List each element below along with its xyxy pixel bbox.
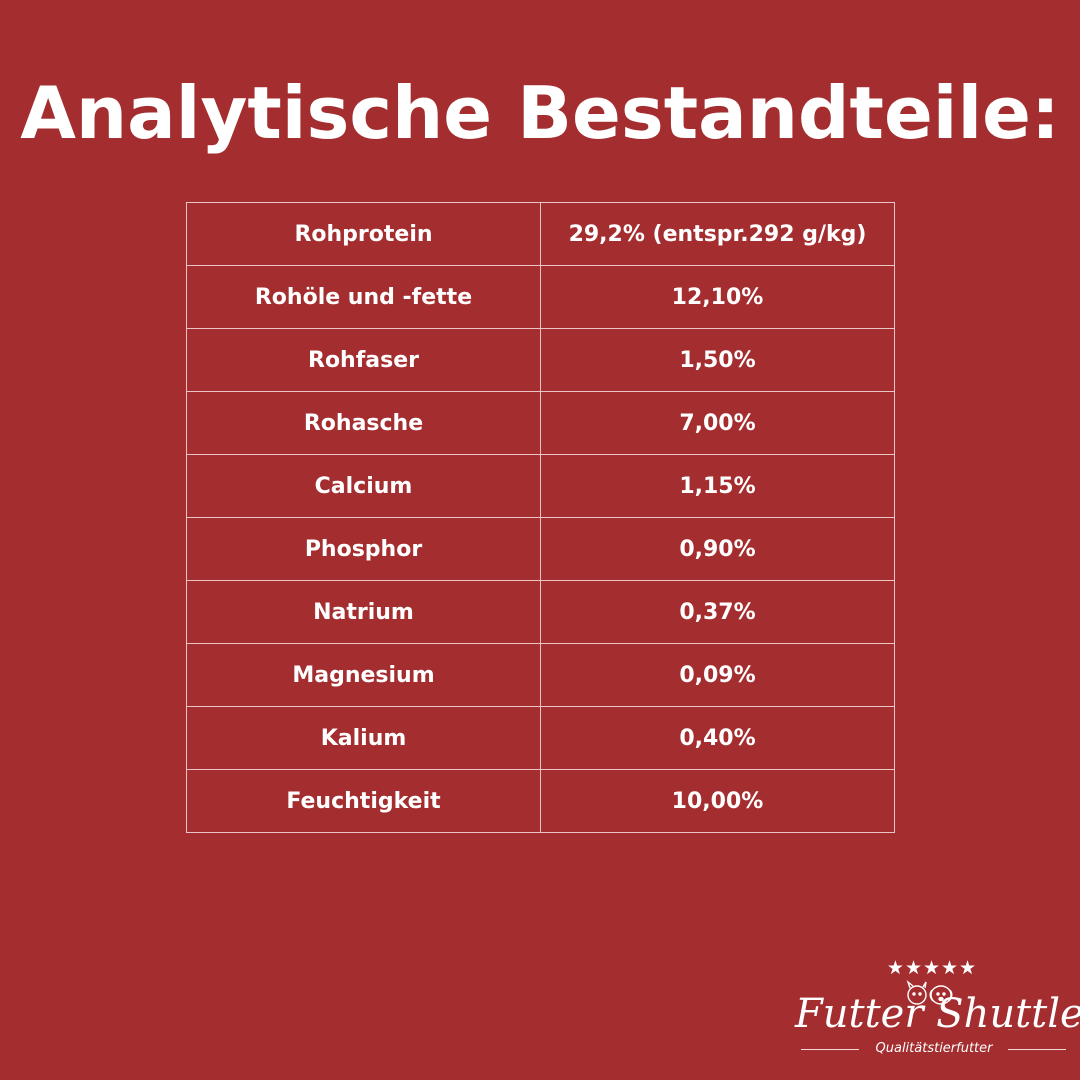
nutrient-name: Calcium [186,454,541,518]
table-row: Feuchtigkeit 10,00% [186,769,895,833]
table-row: Natrium 0,37% [186,580,895,644]
brand-tagline: Qualitätstierfutter [875,1041,993,1056]
rating-stars-icon: ★★★★★ [886,957,978,979]
nutrient-name: Rohasche [186,391,541,455]
nutrient-name: Rohfaser [186,328,541,392]
nutrient-value: 1,15% [540,454,895,518]
table-row: Rohasche 7,00% [186,391,895,455]
divider [801,1049,859,1050]
table-row: Magnesium 0,09% [186,643,895,707]
table-row: Rohöle und -fette 12,10% [186,265,895,329]
nutrient-name: Rohprotein [186,202,541,266]
pet-mascot-icon [906,979,953,1005]
table-row: Rohprotein 29,2% (entspr.292 g/kg) [186,202,895,266]
table-row: Rohfaser 1,50% [186,328,895,392]
nutrient-value: 0,09% [540,643,895,707]
page-title: Analytische Bestandteile: [20,71,1060,155]
brand-name: Futter Shuttle [795,991,1080,1037]
nutrient-value: 10,00% [540,769,895,833]
nutrient-name: Rohöle und -fette [186,265,541,329]
table-row: Kalium 0,40% [186,706,895,770]
nutrient-name: Natrium [186,580,541,644]
nutrient-value: 0,90% [540,517,895,581]
table-row: Phosphor 0,90% [186,517,895,581]
nutrient-value: 7,00% [540,391,895,455]
nutrient-value: 29,2% (entspr.292 g/kg) [540,202,895,266]
analysis-table: Rohprotein 29,2% (entspr.292 g/kg) Rohöl… [186,202,895,833]
nutrient-value: 0,40% [540,706,895,770]
brand-logo: ★★★★★ Futter Shuttle Qualitätstierfutter [795,955,1080,1065]
nutrient-value: 12,10% [540,265,895,329]
nutrient-value: 0,37% [540,580,895,644]
tagline-row: Qualitätstierfutter [795,1039,1070,1059]
nutrient-value: 1,50% [540,328,895,392]
nutrient-name: Kalium [186,706,541,770]
nutrient-name: Feuchtigkeit [186,769,541,833]
table-row: Calcium 1,15% [186,454,895,518]
nutrient-name: Magnesium [186,643,541,707]
nutrient-name: Phosphor [186,517,541,581]
divider [1008,1049,1066,1050]
